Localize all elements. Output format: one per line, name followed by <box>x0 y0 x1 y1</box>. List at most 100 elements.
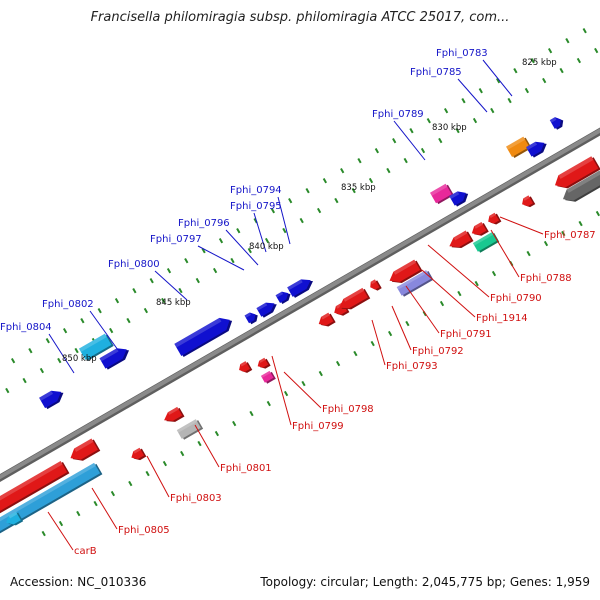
gene-leader-fphi-0805 <box>91 487 118 530</box>
tick-mark <box>547 48 553 54</box>
gene-feature <box>260 370 276 384</box>
gene-label-fphi-0789: Fphi_0789 <box>372 109 424 120</box>
tick-mark <box>201 248 206 254</box>
gene-feature-highlight <box>321 312 330 320</box>
tick-mark <box>195 277 200 284</box>
gene-feature-body <box>257 357 269 368</box>
tick-mark <box>299 217 304 224</box>
tick-mark <box>166 268 172 274</box>
tick-mark <box>526 250 531 257</box>
gene-feature <box>370 279 382 291</box>
tick-mark <box>109 327 114 334</box>
gene-leader-fphi-0803 <box>146 455 170 498</box>
gene-feature-highlight <box>8 511 18 519</box>
tick-mark <box>351 187 356 194</box>
gene-feature <box>449 191 469 207</box>
gene-feature-body <box>488 212 500 224</box>
gene-feature-body <box>339 287 368 309</box>
tick-mark <box>334 197 339 204</box>
tick-mark <box>161 297 166 304</box>
gene-feature <box>70 438 101 461</box>
tick-mark <box>58 520 64 527</box>
gene-leader-fphi-0785 <box>457 78 488 113</box>
gene-feature <box>239 361 253 373</box>
tick-mark <box>178 287 183 294</box>
tick-mark <box>10 358 16 364</box>
gene-feature-highlight <box>489 212 496 219</box>
scale-label-835-kbp: 835 kbp <box>341 183 376 193</box>
gene-feature-body <box>260 370 274 383</box>
gene-leader-fphi-0798 <box>283 371 322 409</box>
gene-feature-highlight <box>259 357 266 363</box>
tick-mark <box>249 410 254 417</box>
tick-mark <box>491 270 497 277</box>
tick-mark <box>576 57 582 64</box>
gene-feature-highlight <box>287 279 303 291</box>
tick-mark <box>266 400 271 407</box>
tick-mark <box>461 98 466 104</box>
scale-labels: 825 kbp 830 kbp 835 kbp 840 kbp 845 kbp 850 k… <box>62 58 557 364</box>
tick-mark <box>236 228 241 234</box>
tick-mark <box>472 117 478 124</box>
gene-leader-fphi-0796 <box>225 229 259 266</box>
tick-mark <box>386 167 391 174</box>
tick-mark <box>214 430 220 437</box>
gene-feature-highlight <box>558 156 594 179</box>
gene-feature-body <box>131 447 145 460</box>
topology-text: Topology: circular; Length: 2,045,775 bp… <box>260 575 590 589</box>
tick-mark <box>495 78 501 84</box>
tick-mark <box>197 440 202 447</box>
gene-feature-body <box>99 348 127 369</box>
tick-mark <box>212 267 218 274</box>
gene-feature <box>549 117 564 130</box>
gene-feature <box>0 460 70 515</box>
tick-mark <box>409 128 414 134</box>
gene-leader-fphi-1914 <box>421 269 476 318</box>
gene-feature <box>554 156 600 189</box>
tick-mark <box>318 370 323 377</box>
gene-feature-highlight <box>0 462 96 528</box>
tick-mark <box>57 357 62 364</box>
tick-mark <box>93 500 98 507</box>
tick-mark <box>41 530 46 537</box>
gene-feature-highlight <box>453 230 468 241</box>
tick-mark <box>387 330 393 337</box>
tick-mark <box>270 208 276 214</box>
tick-mark <box>143 307 149 314</box>
gene-label-fphi-1914: Fphi_1914 <box>476 313 528 324</box>
gene-feature-body <box>522 195 533 207</box>
gene-leader-fphi-0792 <box>391 305 412 351</box>
tick-mark <box>126 317 131 324</box>
gene-feature-highlight <box>449 191 460 199</box>
gene-feature-body <box>287 279 311 297</box>
gene-leader-fphi-0793 <box>371 319 386 366</box>
tick-mark <box>478 88 483 94</box>
tick-mark <box>74 347 79 354</box>
tick-mark <box>490 107 495 114</box>
gene-feature-body <box>174 317 230 356</box>
gene-leader-fphi-0802 <box>89 310 119 351</box>
gene-leader-fphi-0791 <box>405 285 440 334</box>
gene-label-fphi-0801: Fphi_0801 <box>220 463 272 474</box>
scale-label-850-kbp: 850 kbp <box>62 354 97 364</box>
tick-mark <box>288 198 293 204</box>
gene-label-fphi-0792: Fphi_0792 <box>412 346 464 357</box>
tick-mark <box>184 258 189 264</box>
tick-mark <box>438 137 443 144</box>
gene-feature-highlight <box>343 287 365 302</box>
gene-leader-fphi-0787 <box>499 216 544 235</box>
gene-feature <box>164 406 185 422</box>
gene-feature-body <box>389 259 421 282</box>
page-title: Francisella philomiragia subsp. philomir… <box>90 10 510 25</box>
tick-mark <box>62 328 68 334</box>
tick-mark <box>322 178 328 184</box>
tick-mark <box>426 118 431 124</box>
tick-mark <box>507 97 512 104</box>
tick-mark <box>578 220 583 227</box>
scale-label-845-kbp: 845 kbp <box>156 298 191 308</box>
tick-mark <box>530 58 535 64</box>
gene-feature-highlight <box>74 438 94 452</box>
accession-text: Accession: NC_010336 <box>10 575 147 589</box>
gene-feature <box>256 302 277 318</box>
gene-feature-highlight <box>370 279 377 285</box>
